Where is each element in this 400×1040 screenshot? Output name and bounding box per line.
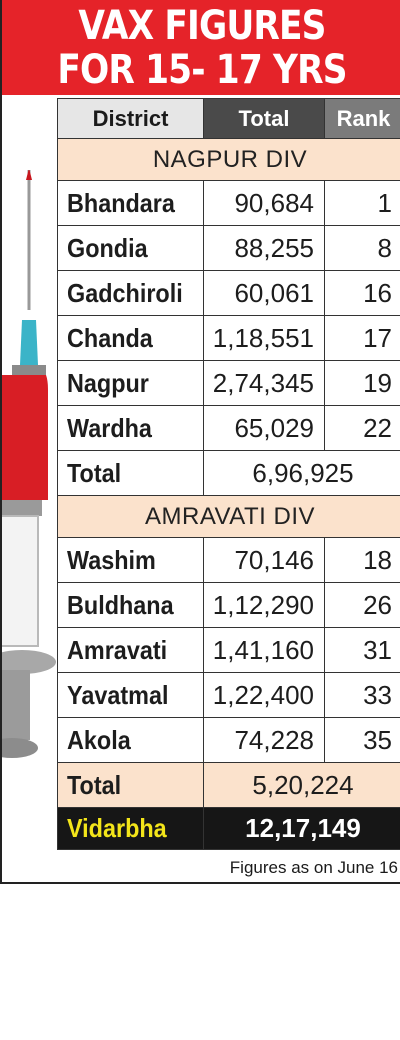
vaccination-table: District Total Rank NAGPUR DIV Bhandara … — [57, 98, 400, 850]
division-header-amravati: AMRAVATI DIV — [57, 495, 400, 538]
district-rank: 35 — [324, 717, 400, 763]
table-row: Washim 70,146 18 — [57, 537, 400, 583]
district-rank: 22 — [324, 405, 400, 451]
district-name: Gadchiroli — [57, 270, 204, 316]
syringe-plunger — [2, 738, 38, 758]
district-name: Gondia — [57, 225, 204, 271]
grand-total-value: 12,17,149 — [203, 807, 400, 850]
column-header-total: Total — [203, 98, 325, 139]
district-rank: 1 — [324, 180, 400, 226]
district-total: 90,684 — [203, 180, 325, 226]
division-name: AMRAVATI DIV — [57, 495, 400, 538]
district-rank: 26 — [324, 582, 400, 628]
syringe-barrel — [2, 375, 48, 500]
district-rank: 18 — [324, 537, 400, 583]
district-name: Bhandara — [57, 180, 204, 226]
title-line-1: VAX FIGURES — [78, 3, 326, 49]
district-name: Yavatmal — [57, 672, 204, 718]
division-total-value: 5,20,224 — [203, 762, 400, 808]
division-total-label: Total — [57, 762, 204, 808]
district-rank: 33 — [324, 672, 400, 718]
district-total: 60,061 — [203, 270, 325, 316]
district-name: Wardha — [57, 405, 204, 451]
division-name: NAGPUR DIV — [57, 138, 400, 181]
column-header-rank: Rank — [324, 98, 400, 139]
table-row: Buldhana 1,12,290 26 — [57, 582, 400, 628]
district-total: 1,22,400 — [203, 672, 325, 718]
syringe-hub — [20, 320, 38, 365]
table-row: Gadchiroli 60,061 16 — [57, 270, 400, 316]
grand-total-row: Vidarbha 12,17,149 — [57, 807, 400, 850]
district-rank: 31 — [324, 627, 400, 673]
district-rank: 16 — [324, 270, 400, 316]
district-total: 1,12,290 — [203, 582, 325, 628]
division-header-nagpur: NAGPUR DIV — [57, 138, 400, 181]
division-total-row-nagpur: Total 6,96,925 — [57, 450, 400, 496]
district-rank: 8 — [324, 225, 400, 271]
district-total: 74,228 — [203, 717, 325, 763]
district-name: Amravati — [57, 627, 204, 673]
table-row: Akola 74,228 35 — [57, 717, 400, 763]
division-total-label: Total — [57, 450, 204, 496]
district-name: Washim — [57, 537, 204, 583]
division-total-value: 6,96,925 — [203, 450, 400, 496]
district-rank: 17 — [324, 315, 400, 361]
table-row: Nagpur 2,74,345 19 — [57, 360, 400, 406]
district-name: Nagpur — [57, 360, 204, 406]
needle-tip — [26, 170, 32, 180]
district-rank: 19 — [324, 360, 400, 406]
syringe-flange — [2, 650, 56, 674]
district-name: Akola — [57, 717, 204, 763]
infographic-card: VAX FIGURES FOR 15- 17 YRS District Tota… — [0, 0, 400, 884]
table-row: Bhandara 90,684 1 — [57, 180, 400, 226]
table-header-row: District Total Rank — [57, 98, 400, 139]
district-total: 70,146 — [203, 537, 325, 583]
title-banner: VAX FIGURES FOR 15- 17 YRS — [2, 0, 400, 95]
column-header-district: District — [57, 98, 204, 139]
grand-total-label: Vidarbha — [57, 807, 204, 850]
district-total: 1,41,160 — [203, 627, 325, 673]
district-name: Chanda — [57, 315, 204, 361]
table-row: Gondia 88,255 8 — [57, 225, 400, 271]
division-total-row-amravati: Total 5,20,224 — [57, 762, 400, 808]
district-total: 2,74,345 — [203, 360, 325, 406]
table-row: Chanda 1,18,551 17 — [57, 315, 400, 361]
district-total: 88,255 — [203, 225, 325, 271]
district-name: Buldhana — [57, 582, 204, 628]
table-row: Wardha 65,029 22 — [57, 405, 400, 451]
title-line-2: FOR 15- 17 YRS — [57, 47, 347, 93]
table-row: Amravati 1,41,160 31 — [57, 627, 400, 673]
syringe-illustration — [2, 170, 56, 758]
footnote: Figures as on June 16 — [229, 858, 398, 877]
district-total: 1,18,551 — [203, 315, 325, 361]
table-row: Yavatmal 1,22,400 33 — [57, 672, 400, 718]
district-total: 65,029 — [203, 405, 325, 451]
